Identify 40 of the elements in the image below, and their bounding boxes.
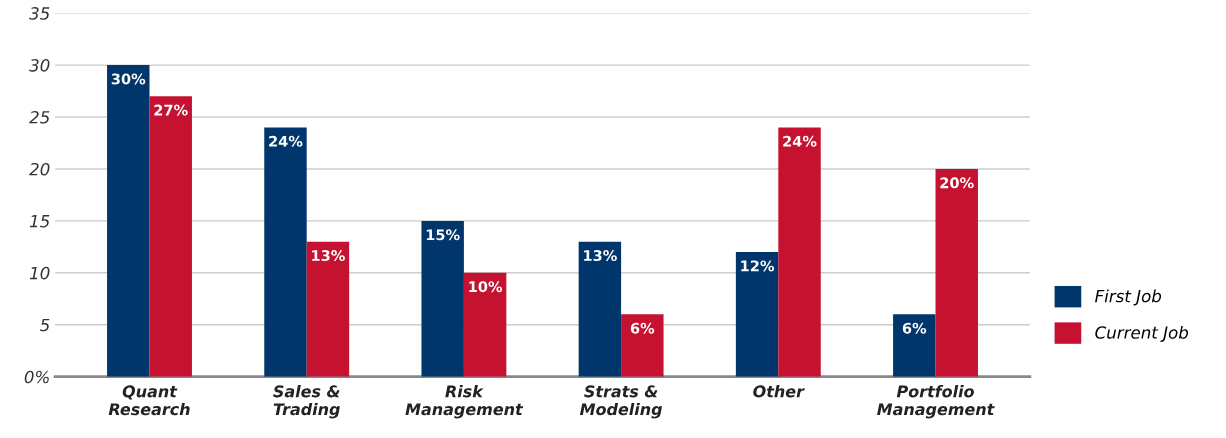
y-tick-label: 5 bbox=[40, 318, 50, 332]
y-tick-label: 25 bbox=[29, 110, 50, 124]
y-tick-label: 10 bbox=[29, 266, 50, 280]
bar bbox=[735, 252, 779, 377]
x-tick-label: Strats & Modeling bbox=[580, 385, 663, 419]
data-label: 13% bbox=[312, 250, 345, 262]
bar bbox=[578, 241, 622, 377]
y-tick-label: 15 bbox=[29, 215, 50, 228]
data-label: 13% bbox=[584, 250, 617, 262]
bar bbox=[306, 241, 350, 377]
bar bbox=[463, 272, 507, 377]
data-label: 24% bbox=[269, 135, 303, 147]
bar bbox=[107, 65, 150, 377]
bar bbox=[935, 168, 978, 377]
bar bbox=[893, 314, 936, 377]
y-tick-label: 20 bbox=[29, 162, 50, 176]
x-tick-label: Portfolio Management bbox=[877, 385, 995, 419]
y-tick-label: 0% bbox=[24, 370, 49, 384]
x-tick-label: Sales & Trading bbox=[273, 385, 340, 419]
x-tick-label: Other bbox=[753, 385, 805, 398]
bar bbox=[421, 220, 464, 377]
y-tick-label: 35 bbox=[29, 7, 50, 20]
data-label: 20% bbox=[940, 177, 974, 189]
data-label: 12% bbox=[741, 260, 775, 272]
data-label: 6% bbox=[630, 322, 655, 334]
data-label: 15% bbox=[426, 229, 460, 241]
legend-label: First Job bbox=[1095, 289, 1162, 306]
legend-label: Current Job bbox=[1095, 325, 1189, 342]
data-label: 24% bbox=[783, 135, 817, 147]
x-tick-label: Risk Management bbox=[405, 385, 524, 419]
data-label: 30% bbox=[111, 73, 146, 85]
bar bbox=[264, 127, 307, 377]
y-tick-label: 30 bbox=[29, 59, 50, 72]
bar bbox=[621, 314, 664, 377]
data-label: 10% bbox=[469, 281, 503, 293]
data-label: 6% bbox=[902, 322, 927, 334]
bar bbox=[778, 127, 821, 377]
bar bbox=[149, 96, 192, 377]
data-label: 27% bbox=[154, 104, 188, 116]
x-tick-label: Quant Research bbox=[108, 385, 190, 416]
